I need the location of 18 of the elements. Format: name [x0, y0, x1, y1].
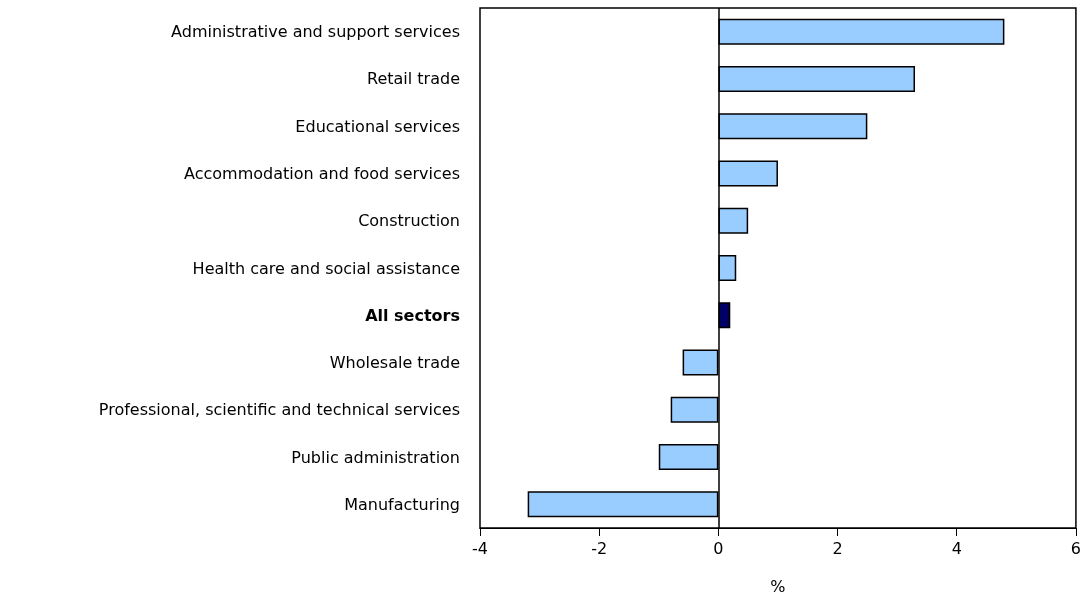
- x-tick-label: -4: [472, 538, 488, 558]
- y-tick-label: Accommodation and food services: [184, 163, 460, 183]
- x-axis-title: %: [770, 576, 786, 596]
- y-tick-label: Manufacturing: [344, 494, 460, 514]
- y-tick-label: Wholesale trade: [329, 353, 460, 373]
- x-tick-label: 0: [713, 538, 724, 558]
- x-tick-label: 2: [832, 538, 843, 558]
- y-tick-label: All sectors: [365, 305, 460, 325]
- y-tick-label: Administrative and support services: [171, 22, 460, 42]
- x-tick-label: 6: [1070, 538, 1081, 558]
- y-tick-label: Retail trade: [367, 69, 460, 89]
- y-tick-label: Health care and social assistance: [192, 258, 460, 278]
- y-tick-label: Educational services: [295, 116, 460, 136]
- x-tick-label: 4: [951, 538, 962, 558]
- x-tick-label: -2: [591, 538, 608, 558]
- y-tick-label: Public administration: [291, 447, 460, 467]
- y-tick-label: Construction: [358, 211, 460, 231]
- y-tick-label: Professional, scientific and technical services: [98, 400, 460, 420]
